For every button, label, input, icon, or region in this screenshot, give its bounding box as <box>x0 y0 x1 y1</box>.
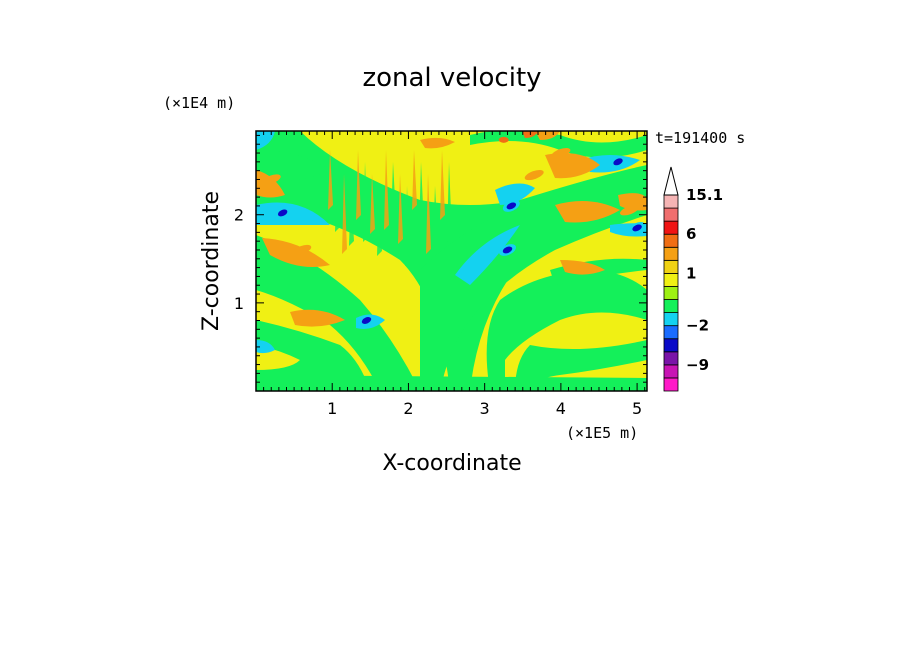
spike <box>391 162 396 222</box>
colorbar-label: −9 <box>686 356 709 374</box>
spike <box>447 162 452 242</box>
plot-frame <box>255 130 648 392</box>
orange-band <box>618 193 647 211</box>
cyan-band <box>256 202 330 225</box>
spike <box>349 186 354 246</box>
colorbar-swatch <box>663 194 679 209</box>
colorbar-swatch <box>663 259 679 274</box>
spike <box>342 174 347 254</box>
colorbar-swatch <box>663 233 679 248</box>
orange-band <box>290 309 345 327</box>
colorbar-swatch <box>663 364 679 379</box>
spike <box>363 162 368 242</box>
green-band <box>256 150 330 182</box>
x-tick-label: 5 <box>632 399 642 418</box>
spike <box>426 174 431 254</box>
plot-axes: 1 2 3 4 5 1 2 <box>234 130 648 418</box>
spike <box>412 150 417 210</box>
colorbar-swatch <box>663 377 679 392</box>
colorbar: 15.1 6 1 −2 −9 <box>663 166 723 392</box>
blue-core <box>613 158 623 166</box>
colorbar-swatch <box>663 351 679 366</box>
orange-band <box>420 137 455 149</box>
colorbar-swatch <box>663 246 679 261</box>
colorbar-label: 1 <box>686 264 696 282</box>
colorbar-label: 15.1 <box>686 186 723 204</box>
contour-field <box>256 131 647 391</box>
green-band <box>486 270 647 391</box>
spike <box>356 150 361 220</box>
colorbar-swatch <box>663 312 679 327</box>
orange-core <box>524 169 544 181</box>
spike <box>440 150 445 220</box>
green-band <box>256 320 370 391</box>
y-tick-label: 2 <box>234 206 244 225</box>
cyan-band <box>495 183 535 205</box>
colorbar-swatch <box>663 286 679 300</box>
spike <box>384 150 389 230</box>
chart-title: zonal velocity <box>362 63 541 93</box>
green-band <box>256 375 647 391</box>
y-tick-label: 1 <box>234 294 244 313</box>
colorbar-swatch <box>663 272 679 287</box>
colorbar-swatch <box>663 220 679 235</box>
x-tick-label: 4 <box>556 399 566 418</box>
blue-core <box>277 209 288 217</box>
spike <box>328 150 333 210</box>
green-band <box>515 340 647 391</box>
colorbar-extend-triangle <box>663 166 679 196</box>
y-unit-label: (×1E4 m) <box>163 94 235 112</box>
y-axis-label: Z-coordinate <box>199 191 224 331</box>
x-tick-label: 1 <box>327 399 337 418</box>
orange-band <box>560 260 605 275</box>
cyan-band <box>256 340 275 354</box>
colorbar-swatch <box>663 299 679 313</box>
orange-band <box>555 201 620 223</box>
colorbar-swatch <box>663 325 679 340</box>
colorbar-swatch <box>663 207 679 222</box>
orange-core <box>551 147 571 159</box>
spike <box>419 162 424 232</box>
spike <box>335 162 340 232</box>
spike <box>433 186 438 246</box>
blue-core <box>502 246 513 254</box>
colorbar-swatch <box>663 338 679 353</box>
green-band <box>256 235 420 391</box>
spike <box>377 186 382 256</box>
cyan-band <box>455 225 520 285</box>
spike <box>398 174 403 244</box>
orange-core <box>292 244 312 256</box>
colorbar-label: 6 <box>686 225 696 243</box>
blue-core <box>361 317 372 324</box>
time-label: t=191400 s <box>655 129 745 147</box>
blue-core <box>632 224 642 232</box>
green-band <box>470 131 647 158</box>
red-core <box>498 136 509 143</box>
x-tick-label: 3 <box>480 399 490 418</box>
x-tick-label: 2 <box>403 399 413 418</box>
colorbar-label: −2 <box>686 317 709 335</box>
spike <box>405 186 410 266</box>
spike <box>370 174 375 234</box>
cyan-band <box>256 131 275 150</box>
blue-core <box>506 202 517 210</box>
orange-core <box>261 174 281 185</box>
x-unit-label: (×1E5 m) <box>566 424 638 442</box>
orange-band <box>545 152 600 179</box>
x-axis-label: X-coordinate <box>382 451 521 476</box>
orange-core <box>619 205 639 216</box>
green-band <box>420 193 647 391</box>
